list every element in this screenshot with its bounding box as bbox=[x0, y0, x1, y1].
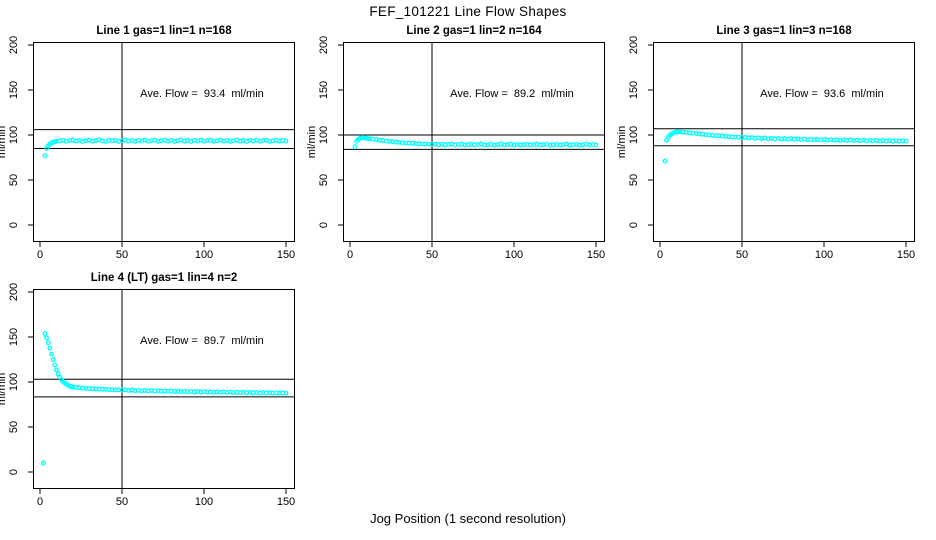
y-tick-label: 100 bbox=[628, 125, 640, 145]
x-tick-label: 100 bbox=[194, 249, 214, 261]
x-tick-label: 0 bbox=[656, 249, 664, 261]
x-tick-label: 50 bbox=[115, 249, 129, 261]
y-tick-label: 150 bbox=[8, 327, 20, 347]
figure-title: FEF_101221 Line Flow Shapes bbox=[369, 4, 567, 19]
y-tick-label: 100 bbox=[8, 125, 20, 145]
x-tick-label: 150 bbox=[276, 496, 296, 508]
subplot-line-1: Line 1 gas=1 lin=1 n=168 ml/min Ave. Flo… bbox=[0, 25, 295, 261]
x-tick-label: 100 bbox=[814, 249, 834, 261]
x-axis-label: Jog Position (1 second resolution) bbox=[370, 511, 566, 526]
y-tick-label: 0 bbox=[8, 468, 20, 476]
avg-flow-annotation: Ave. Flow = 89.2 ml/min bbox=[450, 88, 574, 100]
avg-flow-annotation: Ave. Flow = 89.7 ml/min bbox=[140, 335, 264, 347]
subplot-line-2: Line 2 gas=1 lin=2 n=164 ml/min Ave. Flo… bbox=[306, 25, 605, 261]
y-tick-label: 150 bbox=[628, 80, 640, 100]
x-tick-label: 50 bbox=[115, 496, 129, 508]
subplot-line-3: Line 3 gas=1 lin=3 n=168 ml/min Ave. Flo… bbox=[616, 25, 915, 261]
avg-flow-annotation: Ave. Flow = 93.6 ml/min bbox=[760, 88, 884, 100]
y-tick-label: 50 bbox=[8, 173, 20, 187]
x-tick-label: 50 bbox=[425, 249, 439, 261]
y-axis-label: ml/min bbox=[306, 125, 318, 159]
scatter-plot-area bbox=[648, 42, 915, 247]
y-tick-label: 50 bbox=[8, 420, 20, 434]
subplot-line-4: Line 4 (LT) gas=1 lin=4 n=2 ml/min Ave. … bbox=[0, 272, 295, 508]
y-tick-label: 200 bbox=[318, 35, 330, 55]
x-tick-label: 150 bbox=[896, 249, 916, 261]
x-tick-label: 150 bbox=[586, 249, 606, 261]
y-tick-label: 200 bbox=[628, 35, 640, 55]
y-tick-label: 50 bbox=[318, 173, 330, 187]
y-axis-label: ml/min bbox=[616, 125, 628, 159]
y-tick-label: 150 bbox=[8, 80, 20, 100]
subplot-title: Line 2 gas=1 lin=2 n=164 bbox=[406, 25, 542, 37]
y-tick-label: 150 bbox=[318, 80, 330, 100]
y-axis-label: ml/min bbox=[0, 125, 8, 159]
y-tick-label: 0 bbox=[8, 221, 20, 229]
x-tick-label: 150 bbox=[276, 249, 296, 261]
y-tick-label: 100 bbox=[8, 372, 20, 392]
x-tick-label: 0 bbox=[346, 249, 354, 261]
y-tick-label: 200 bbox=[8, 35, 20, 55]
x-tick-label: 100 bbox=[504, 249, 524, 261]
x-tick-label: 50 bbox=[735, 249, 749, 261]
y-tick-label: 100 bbox=[318, 125, 330, 145]
subplot-title: Line 1 gas=1 lin=1 n=168 bbox=[96, 25, 232, 37]
y-tick-label: 0 bbox=[318, 221, 330, 229]
scatter-plot-area bbox=[338, 42, 605, 247]
x-tick-label: 0 bbox=[36, 496, 44, 508]
subplot-title: Line 4 (LT) gas=1 lin=4 n=2 bbox=[90, 272, 238, 284]
x-tick-label: 100 bbox=[194, 496, 214, 508]
y-tick-label: 50 bbox=[628, 173, 640, 187]
avg-flow-annotation: Ave. Flow = 93.4 ml/min bbox=[140, 88, 264, 100]
y-axis-label: ml/min bbox=[0, 372, 8, 406]
x-tick-label: 0 bbox=[36, 249, 44, 261]
scatter-plot-area bbox=[28, 289, 295, 494]
scatter-plot-area bbox=[28, 42, 295, 247]
y-tick-label: 200 bbox=[8, 282, 20, 302]
subplot-title: Line 3 gas=1 lin=3 n=168 bbox=[716, 25, 852, 37]
y-tick-label: 0 bbox=[628, 221, 640, 229]
